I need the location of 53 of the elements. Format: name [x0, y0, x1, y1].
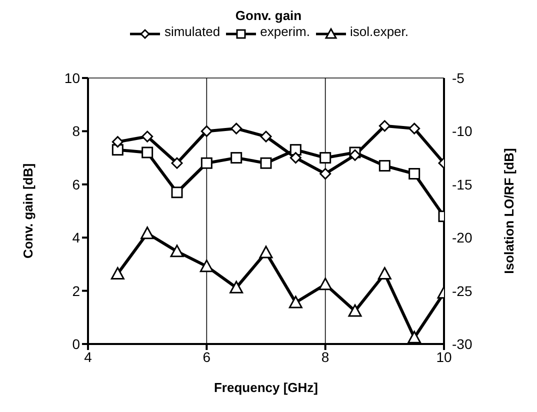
point: [142, 130, 154, 142]
y-tick-label: 10: [64, 70, 80, 86]
point: [320, 152, 332, 164]
y2-tick-label: -20: [452, 230, 472, 246]
point: [112, 136, 124, 148]
point: [230, 280, 244, 294]
y-tick-label: 8: [72, 123, 80, 140]
y-tick-label: 6: [72, 176, 80, 192]
point: [230, 152, 242, 164]
x-tick-label: 4: [84, 348, 92, 365]
point: [349, 149, 361, 161]
point: [408, 330, 422, 344]
point: [290, 152, 302, 164]
y-tick-label: 0: [72, 336, 80, 352]
point: [140, 226, 154, 240]
x-axis-title: Frequency [GHz]: [214, 380, 318, 395]
point: [260, 130, 272, 142]
point: [171, 157, 183, 169]
point: [378, 120, 390, 132]
y2-tick-label: -10: [452, 123, 472, 140]
x-tick-label: 8: [321, 348, 330, 365]
point: [200, 260, 214, 272]
point: [378, 160, 390, 172]
point: [200, 157, 212, 169]
point: [408, 122, 420, 134]
point: [378, 267, 392, 280]
legend-title: Gonv. gain: [234, 8, 303, 24]
point: [110, 267, 124, 280]
legend-label: isol.exper.: [350, 24, 409, 40]
point: [320, 168, 332, 180]
y2-tick-label: -25: [452, 282, 472, 299]
y2-axis-title: Isolation LO/RF [dB]: [502, 148, 517, 274]
y2-tick-label: -30: [452, 336, 472, 352]
point: [230, 122, 242, 134]
point: [142, 146, 154, 158]
legend-label: experim.: [260, 24, 310, 40]
y-axis-title: Conv. gain [dB]: [20, 163, 36, 259]
y-tick-label: 4: [72, 230, 80, 246]
x-tick-label: 6: [202, 348, 211, 365]
point: [408, 168, 420, 180]
y-tick-label: 2: [72, 282, 80, 299]
point: [348, 304, 362, 317]
y2-tick-label: -5: [452, 70, 465, 86]
point: [171, 186, 183, 198]
point: [318, 278, 332, 290]
point: [260, 157, 272, 169]
point: [259, 246, 273, 258]
y2-tick-label: -15: [452, 176, 472, 192]
point: [288, 296, 302, 308]
x-tick-label: 10: [436, 348, 452, 365]
point: [170, 244, 184, 258]
legend-label: simulated: [164, 24, 220, 40]
point: [200, 125, 212, 137]
